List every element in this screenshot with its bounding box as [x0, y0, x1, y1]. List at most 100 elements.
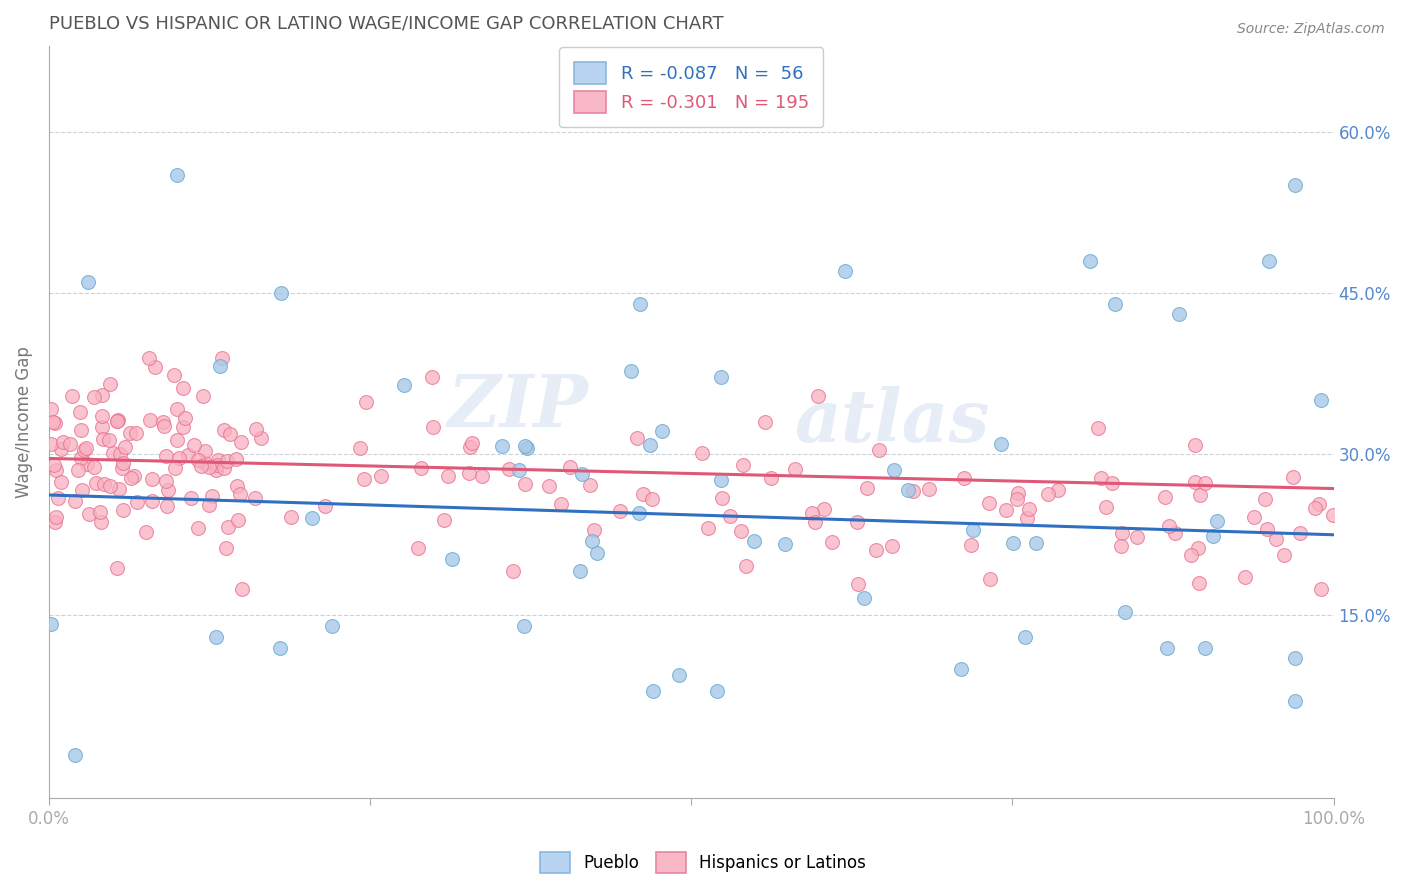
- Point: [46, 491, 69, 505]
- Point: [219, 426, 242, 441]
- Point: [197, 459, 219, 474]
- Point: [111, 456, 134, 470]
- Point: [977, 496, 1000, 510]
- Point: [69, 451, 91, 466]
- Point: [882, 463, 904, 477]
- Point: [1018, 502, 1040, 516]
- Point: [163, 461, 186, 475]
- Point: [211, 351, 233, 366]
- Point: [773, 537, 796, 551]
- Point: [152, 415, 174, 429]
- Point: [1014, 630, 1036, 644]
- Point: [641, 683, 664, 698]
- Point: [437, 469, 460, 483]
- Point: [107, 413, 129, 427]
- Point: [1253, 491, 1275, 506]
- Point: [98, 479, 121, 493]
- Point: [107, 482, 129, 496]
- Point: [783, 462, 806, 476]
- Point: [1007, 486, 1029, 500]
- Point: [803, 515, 825, 529]
- Point: [135, 524, 157, 539]
- Point: [585, 546, 607, 560]
- Point: [180, 491, 202, 505]
- Point: [1202, 529, 1225, 543]
- Point: [558, 459, 581, 474]
- Point: [458, 441, 481, 455]
- Point: [631, 487, 654, 501]
- Point: [212, 424, 235, 438]
- Point: [138, 351, 160, 366]
- Point: [1015, 511, 1038, 525]
- Point: [205, 458, 228, 472]
- Point: [1095, 500, 1118, 514]
- Point: [60, 389, 83, 403]
- Point: [349, 441, 371, 455]
- Legend: Pueblo, Hispanics or Latinos: Pueblo, Hispanics or Latinos: [533, 846, 873, 880]
- Point: [1025, 535, 1047, 549]
- Point: [139, 413, 162, 427]
- Point: [301, 511, 323, 525]
- Point: [105, 414, 128, 428]
- Point: [550, 497, 572, 511]
- Point: [1156, 640, 1178, 655]
- Point: [69, 404, 91, 418]
- Point: [1046, 483, 1069, 497]
- Point: [174, 410, 197, 425]
- Point: [498, 461, 520, 475]
- Point: [141, 472, 163, 486]
- Point: [628, 296, 651, 310]
- Y-axis label: Wage/Income Gap: Wage/Income Gap: [15, 346, 32, 498]
- Point: [91, 409, 114, 423]
- Point: [250, 431, 273, 445]
- Point: [73, 442, 96, 457]
- Point: [441, 552, 464, 566]
- Point: [706, 683, 728, 698]
- Point: [42, 415, 65, 429]
- Point: [1184, 475, 1206, 490]
- Point: [42, 458, 65, 472]
- Point: [51, 442, 73, 456]
- Point: [865, 543, 887, 558]
- Point: [1322, 508, 1344, 523]
- Point: [207, 453, 229, 467]
- Point: [245, 422, 267, 436]
- Point: [1180, 548, 1202, 562]
- Point: [354, 394, 377, 409]
- Point: [579, 478, 602, 492]
- Point: [1284, 178, 1306, 193]
- Point: [754, 415, 776, 429]
- Point: [270, 286, 292, 301]
- Point: [90, 515, 112, 529]
- Point: [731, 458, 754, 472]
- Point: [63, 748, 86, 763]
- Point: [846, 577, 869, 591]
- Point: [111, 502, 134, 516]
- Point: [166, 402, 188, 417]
- Point: [1206, 514, 1229, 528]
- Text: Source: ZipAtlas.com: Source: ZipAtlas.com: [1237, 22, 1385, 37]
- Point: [173, 381, 195, 395]
- Point: [1154, 490, 1177, 504]
- Point: [730, 524, 752, 539]
- Point: [471, 469, 494, 483]
- Point: [960, 537, 983, 551]
- Point: [1157, 519, 1180, 533]
- Point: [49, 475, 72, 489]
- Point: [409, 461, 432, 475]
- Point: [163, 368, 186, 383]
- Point: [571, 467, 593, 481]
- Point: [620, 364, 643, 378]
- Point: [83, 460, 105, 475]
- Point: [70, 483, 93, 497]
- Point: [638, 438, 661, 452]
- Point: [392, 378, 415, 392]
- Point: [225, 479, 247, 493]
- Point: [155, 449, 177, 463]
- Point: [918, 482, 941, 496]
- Point: [172, 420, 194, 434]
- Point: [44, 416, 66, 430]
- Point: [269, 640, 291, 655]
- Point: [458, 466, 481, 480]
- Point: [800, 507, 823, 521]
